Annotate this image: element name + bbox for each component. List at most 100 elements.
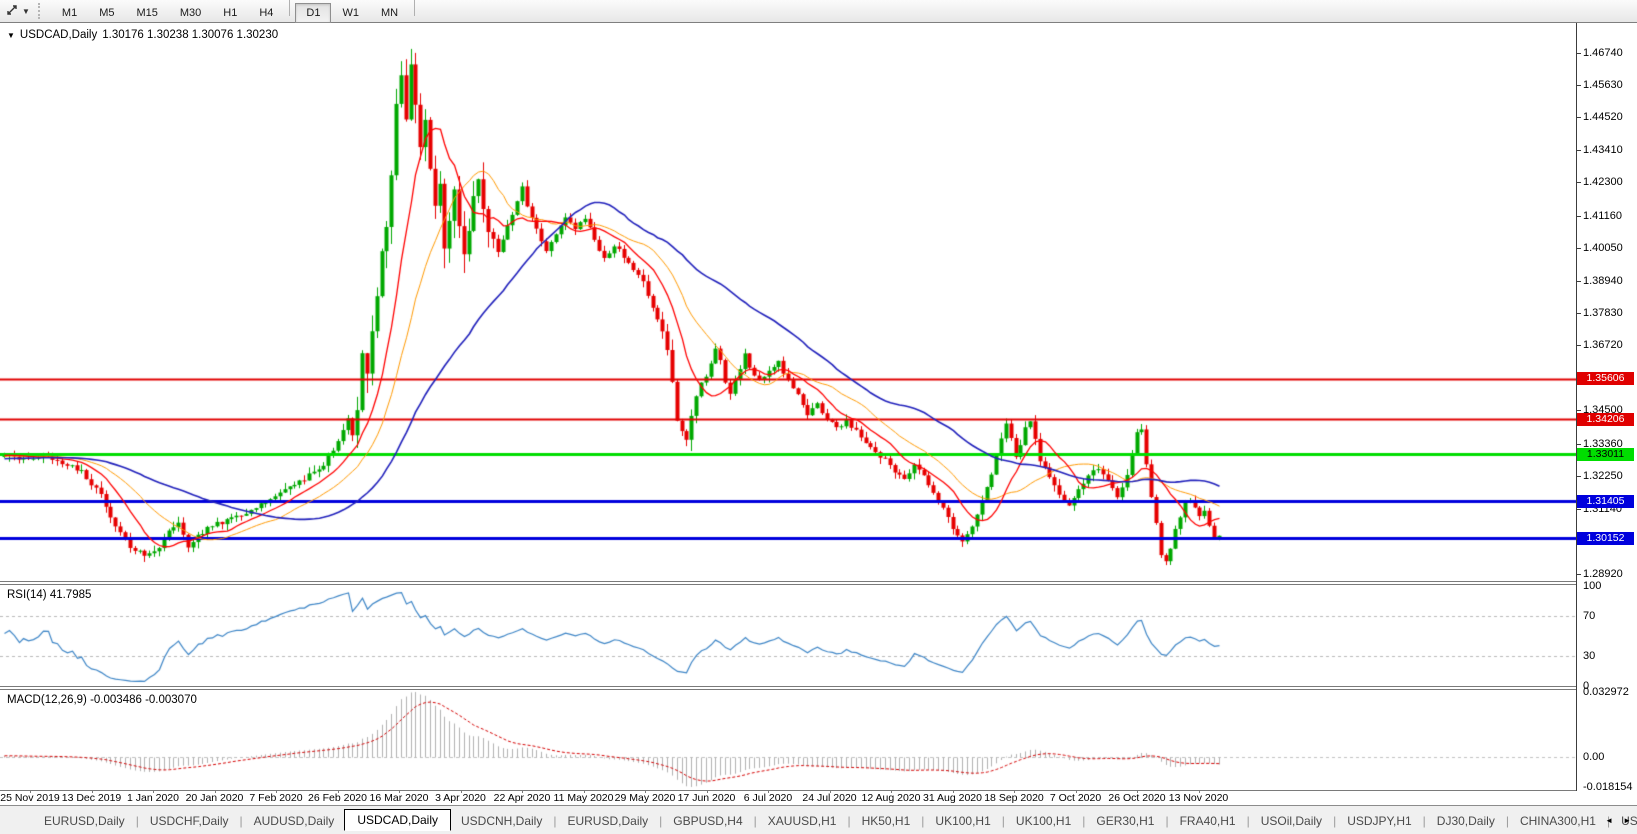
tab-separator: | <box>1606 813 1611 828</box>
chart-tab-xauusd-h1[interactable]: XAUUSD,H1 <box>767 813 837 828</box>
chart-tab-audusd-daily[interactable]: AUDUSD,Daily <box>253 813 335 828</box>
timeframe-button-h1[interactable]: H1 <box>212 3 248 23</box>
axis-tick-mark <box>1577 84 1581 86</box>
chart-tab-usdjpy-h1[interactable]: USDJPY,H1 <box>1347 813 1412 828</box>
axis-tick-mark <box>1577 345 1581 347</box>
date-axis-tick <box>91 790 93 793</box>
chart-tab-uk100-h1[interactable]: UK100,H1 <box>935 813 991 828</box>
price-axis[interactable]: 1.46740 1.45630 1.44520 1.43410 1.42300 1.411… <box>1576 23 1637 793</box>
panel-divider[interactable] <box>0 581 1637 585</box>
chart-tool-dropdown-icon[interactable]: ▼ <box>22 6 30 16</box>
main-chart-panel: ▼ USDCAD,Daily 1.30176 1.30238 1.30076 1… <box>0 23 1576 581</box>
date-axis-tick <box>460 790 462 793</box>
chart-tab-eurusd-daily[interactable]: EURUSD,Daily <box>567 813 649 828</box>
tab-separator: | <box>135 813 139 828</box>
chart-tab-fra40-h1[interactable]: FRA40,H1 <box>1179 813 1236 828</box>
price-axis-tick: 1.43410 <box>1577 144 1623 157</box>
macd-panel: MACD(12,26,9) -0.003486 -0.003070 <box>0 690 1576 790</box>
date-axis-label: 11 May 2020 <box>553 792 614 804</box>
timeframe-button-m1[interactable]: M1 <box>51 3 88 23</box>
chart-tab-gbpusd-h4[interactable]: GBPUSD,H4 <box>673 813 743 828</box>
chart-tab-dj30-daily[interactable]: DJ30,Daily <box>1436 813 1495 828</box>
axis-tick-mark <box>1577 280 1581 282</box>
axis-tick-mark <box>1577 149 1581 151</box>
rsi-axis-label: 70 <box>1583 609 1596 622</box>
rsi-chart-canvas[interactable] <box>0 585 1576 686</box>
chart-tab-ger30-h1[interactable]: GER30,H1 <box>1096 813 1155 828</box>
date-axis-label: 17 Jun 2020 <box>677 792 736 804</box>
tab-separator: | <box>239 813 243 828</box>
chart-tab-usdcad-daily[interactable]: USDCAD,Daily <box>344 808 451 831</box>
panel-divider[interactable] <box>0 686 1637 690</box>
price-axis-tick: 1.37830 <box>1577 307 1623 320</box>
hline-price-badge: 1.33011 <box>1577 447 1634 461</box>
symbol-dropdown-icon[interactable]: ▼ <box>7 30 15 40</box>
candlestick-chart-canvas[interactable] <box>0 23 1576 581</box>
toolbar-grip[interactable] <box>37 3 43 19</box>
tab-separator: | <box>847 813 851 828</box>
tab-separator: | <box>921 813 925 828</box>
tab-scroll-left-icon[interactable]: ◄ <box>1605 816 1614 825</box>
axis-tick-mark <box>1577 313 1581 315</box>
date-axis[interactable]: 25 Nov 2019 13 Dec 2019 1 Jan 2020 20 Jan 2… <box>0 790 1637 805</box>
date-axis-tick <box>1137 790 1138 793</box>
date-axis-label: 13 Dec 2019 <box>61 792 122 804</box>
timeframe-button-m30[interactable]: M30 <box>169 3 212 23</box>
tab-separator: | <box>753 813 757 828</box>
date-axis-label: 1 Jan 2020 <box>127 792 179 804</box>
chart-tab-usdcnh-daily[interactable]: USDCNH,Daily <box>461 813 543 828</box>
date-axis-tick <box>337 790 339 793</box>
hline-price-badge: 1.31405 <box>1577 494 1634 508</box>
chart-cursor-icon[interactable] <box>5 3 19 20</box>
timeframe-button-d1[interactable]: D1 <box>295 2 332 23</box>
date-axis-label: 3 Apr 2020 <box>435 792 486 804</box>
date-axis-tick <box>1014 790 1015 793</box>
date-axis-label: 12 Aug 2020 <box>861 792 921 804</box>
price-axis-tick: 1.38940 <box>1577 275 1623 288</box>
chart-tab-uk100-h1[interactable]: UK100,H1 <box>1015 813 1072 828</box>
price-axis-tick: 1.33360 <box>1577 438 1623 451</box>
chart-tab-hk50-h1[interactable]: HK50,H1 <box>861 813 911 828</box>
timeframe-button-m15[interactable]: M15 <box>125 3 168 23</box>
chart-tab-usdchf-daily[interactable]: USDCHF,Daily <box>149 813 229 828</box>
axis-tick-mark <box>1577 248 1581 250</box>
chart-tab-usoil-h1[interactable]: USOil,H1 <box>1621 813 1637 828</box>
chart-tab-usoil-daily[interactable]: USOil,Daily <box>1260 813 1323 828</box>
macd-chart-canvas[interactable] <box>0 690 1576 790</box>
macd-axis-label: -0.018154 <box>1583 780 1633 793</box>
price-axis-tick: 1.41160 <box>1577 210 1622 223</box>
tab-separator: | <box>1246 813 1250 828</box>
date-axis-tick <box>1198 790 1200 793</box>
timeframe-button-h4[interactable]: H4 <box>248 3 284 23</box>
tab-separator: | <box>1082 813 1086 828</box>
axis-tick-mark <box>1577 215 1581 217</box>
timeframe-buttons: M1 M5 M15 M30 H1 H4 D1 W1 MN <box>51 0 420 23</box>
timeframe-button-mn[interactable]: MN <box>370 3 409 23</box>
rsi-axis-label: 100 <box>1583 579 1602 592</box>
tab-separator: | <box>1333 813 1337 828</box>
macd-indicator-label: MACD(12,26,9) -0.003486 -0.003070 <box>7 694 197 706</box>
timeframe-button-w1[interactable]: W1 <box>331 3 370 23</box>
timeframe-button-m5[interactable]: M5 <box>88 3 125 23</box>
date-axis-label: 6 Jul 2020 <box>743 792 793 804</box>
chart-tab-china300-h1[interactable]: CHINA300,H1 <box>1519 813 1596 828</box>
rsi-axis-label: 0 <box>1583 679 1590 692</box>
date-axis-tick <box>276 790 277 793</box>
hline-price-badge: 1.35606 <box>1577 372 1634 386</box>
date-axis-label: 20 Jan 2020 <box>185 792 244 804</box>
chart-symbol-label: USDCAD,Daily <box>19 29 98 41</box>
rsi-panel: RSI(14) 41.7985 <box>0 585 1576 686</box>
price-axis-tick: 1.36720 <box>1577 339 1623 352</box>
macd-axis-label: 0.00 <box>1583 751 1605 763</box>
axis-tick-mark <box>1577 52 1581 54</box>
price-axis-tick: 1.44520 <box>1577 111 1623 124</box>
price-axis-tick: 1.46740 <box>1577 47 1623 60</box>
date-axis-tick <box>1075 790 1077 793</box>
date-axis-tick <box>399 790 400 793</box>
hline-price-badge: 1.34206 <box>1577 412 1634 426</box>
tab-scroll-right-icon[interactable]: ► <box>1623 816 1631 825</box>
price-axis-tick: 1.32250 <box>1577 470 1623 483</box>
date-axis-tick <box>583 790 585 793</box>
chart-tab-eurusd-daily[interactable]: EURUSD,Daily <box>44 813 125 828</box>
